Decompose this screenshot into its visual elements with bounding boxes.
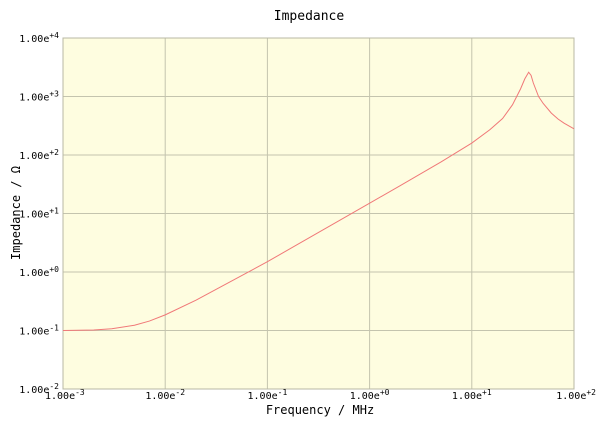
grid bbox=[62, 37, 575, 390]
chart-title: Impedance bbox=[274, 9, 345, 24]
x-tick-label: 1.00e-1 bbox=[248, 388, 288, 402]
y-axis-title: Impedance / Ω bbox=[9, 166, 23, 260]
x-tick-label: 1.00e-3 bbox=[45, 388, 85, 402]
y-tick-label: 1.00e+0 bbox=[19, 265, 59, 279]
y-tick-label: 1.00e-1 bbox=[19, 324, 59, 338]
impedance-series-line bbox=[62, 71, 575, 331]
y-tick-label: 1.00e+4 bbox=[19, 31, 59, 45]
x-tick-label: 1.00e+1 bbox=[452, 388, 492, 402]
y-tick-label: 1.00e-2 bbox=[19, 382, 59, 396]
y-tick-label: 1.00e+2 bbox=[19, 148, 59, 162]
x-tick-labels: 1.00e-3 1.00e-2 1.00e-1 1.00e+0 1.00e+1 1.00e… bbox=[45, 388, 596, 402]
x-tick-label: 1.00e-2 bbox=[145, 388, 185, 402]
plot-border bbox=[62, 37, 575, 390]
plot-frame bbox=[62, 37, 575, 390]
y-tick-label: 1.00e+1 bbox=[19, 207, 59, 221]
y-tick-labels: 1.00e+4 1.00e+3 1.00e+2 1.00e+1 1.00e+0 1.00e… bbox=[19, 31, 59, 396]
x-axis-title: Frequency / MHz bbox=[266, 403, 374, 417]
x-tick-label: 1.00e+2 bbox=[556, 388, 596, 402]
y-tick-label: 1.00e+3 bbox=[19, 90, 59, 104]
x-tick-label: 1.00e+0 bbox=[350, 388, 390, 402]
